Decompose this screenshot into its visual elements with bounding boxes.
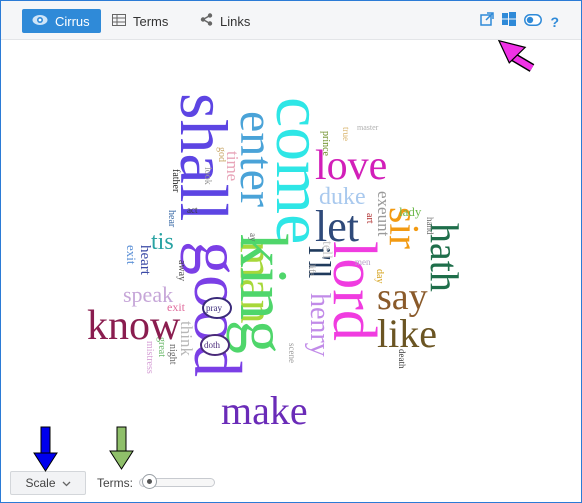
tab-terms[interactable]: Terms (112, 9, 168, 33)
word-pray[interactable]: pray (202, 297, 232, 319)
word-men[interactable]: men (355, 257, 371, 267)
word-life[interactable]: hand (425, 217, 435, 235)
toggle-icon[interactable] (524, 13, 543, 31)
word-exit-group[interactable]: exit (167, 300, 186, 314)
word-henry[interactable]: henry (304, 293, 335, 357)
word-day[interactable]: day (374, 269, 385, 283)
word-exit: exit (167, 300, 186, 314)
word-god[interactable]: god (216, 147, 227, 162)
word-mistress[interactable]: mistress (144, 341, 155, 374)
tab-label: Terms (133, 13, 169, 29)
word-come[interactable]: come (262, 97, 338, 244)
word-hear[interactable]: hear (166, 210, 177, 228)
word-time[interactable]: time (223, 151, 242, 181)
help-icon[interactable]: ? (550, 13, 559, 30)
word-hand[interactable]: ay (248, 233, 258, 242)
word-tell[interactable]: tell (319, 241, 334, 259)
terms-slider-handle[interactable] (142, 474, 157, 489)
word-art[interactable]: art (364, 213, 375, 224)
word-enter[interactable]: enter (230, 111, 283, 207)
word-cloud: shall good enter man come king lord sir … (87, 93, 467, 433)
word-shall[interactable]: shall (166, 93, 242, 221)
tab-label: Cirrus (55, 13, 90, 29)
word-say[interactable]: say (377, 276, 428, 318)
word-queen[interactable]: heart (137, 245, 153, 276)
word-like[interactable]: like (377, 311, 437, 356)
word-think[interactable]: think (177, 321, 196, 356)
tab-links[interactable]: Links (200, 9, 250, 33)
word-hath[interactable]: hath (422, 223, 467, 292)
word-act[interactable]: act (187, 205, 198, 215)
word-man[interactable]: man (230, 241, 283, 324)
tab-label: Links (220, 13, 251, 29)
word-sir[interactable]: sir (380, 207, 426, 249)
chevron-down-icon (62, 476, 71, 490)
word-look[interactable]: look (202, 167, 213, 185)
word-love[interactable]: love (315, 143, 387, 189)
windows-icon[interactable] (502, 12, 517, 31)
word-death[interactable]: death (397, 349, 407, 369)
word-king[interactable]: king (226, 233, 302, 354)
word-duke[interactable]: duke (319, 184, 366, 210)
word-lord[interactable]: lord (320, 241, 388, 341)
table-icon (112, 13, 126, 29)
scale-label: Scale (25, 476, 56, 490)
word-make[interactable]: make (221, 388, 308, 433)
word-ay[interactable]: life (307, 264, 317, 276)
word-father[interactable]: father (170, 169, 181, 193)
word-doth[interactable]: doth (200, 334, 230, 356)
terms-label: Terms: (97, 476, 133, 490)
eye-icon (32, 14, 48, 29)
share-icon (200, 13, 213, 29)
word-great[interactable]: great (156, 337, 167, 357)
word-lady[interactable]: lady (399, 204, 422, 219)
word-scene[interactable]: scene (287, 343, 297, 363)
word-let[interactable]: let (315, 202, 359, 251)
word-know[interactable]: know (87, 303, 181, 349)
word-heart[interactable]: exit (124, 245, 139, 265)
tab-cirrus[interactable]: Cirrus (22, 9, 101, 33)
svg-text:doth: doth (204, 340, 221, 350)
toolbar-right-icons: ? (480, 12, 559, 31)
terms-slider-track[interactable] (139, 478, 215, 487)
word-away[interactable]: away (176, 260, 187, 281)
footer: Scale Terms: (1, 461, 581, 502)
scale-dropdown[interactable]: Scale (10, 471, 86, 495)
word-night[interactable]: night (167, 344, 178, 365)
export-icon[interactable] (480, 12, 495, 31)
word-speak[interactable]: speak (123, 282, 173, 307)
word-true[interactable]: true (341, 127, 351, 141)
word-i'll[interactable]: i'll (302, 246, 338, 279)
word-prince[interactable]: prince (320, 131, 331, 157)
word-exeunt[interactable]: exeunt (374, 191, 393, 237)
word-tis[interactable]: tis (151, 229, 174, 255)
word-master[interactable]: master (357, 123, 379, 132)
toolbar: Cirrus Terms Links ? (1, 1, 581, 40)
svg-text:pray: pray (206, 303, 222, 313)
